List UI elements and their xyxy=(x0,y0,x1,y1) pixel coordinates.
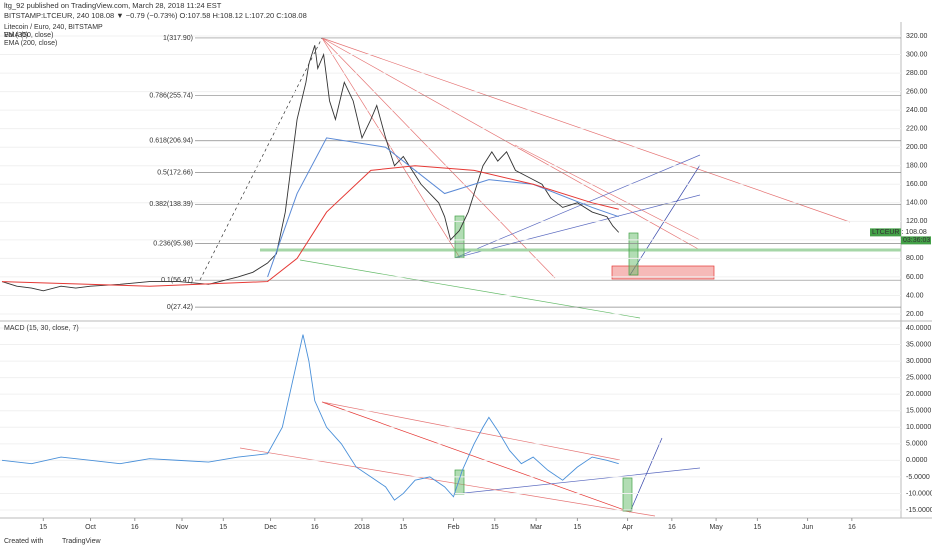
x-tick-label: May xyxy=(709,524,723,531)
y-tick-label: -15.0000 xyxy=(906,507,932,514)
x-tick-label: Dec xyxy=(264,524,277,531)
y-tick-label: 5.0000 xyxy=(906,441,928,448)
x-tick-label: 15 xyxy=(219,524,227,531)
y-tick-label: 0.0000 xyxy=(906,457,928,464)
x-tick-label: 16 xyxy=(131,524,139,531)
pane-title: MACD (15, 30, close, 7) xyxy=(4,325,79,332)
footer-brand[interactable]: TradingView xyxy=(62,538,101,545)
legend-entry: EMA (200, close) xyxy=(4,40,57,47)
x-tick-label: Jun xyxy=(802,524,813,531)
y-tick-label: 280.00 xyxy=(906,70,928,77)
y-tick-label: 10.0000 xyxy=(906,424,931,431)
fib-label: 0.5(172.66) xyxy=(157,169,193,176)
x-tick-label: 15 xyxy=(574,524,582,531)
fib-label: 0.1(56.47) xyxy=(161,277,193,284)
x-tick-label: Apr xyxy=(622,524,634,531)
y-tick-label: 240.00 xyxy=(906,107,928,114)
x-tick-label: 15 xyxy=(39,524,47,531)
x-tick-label: 2018 xyxy=(354,524,370,531)
fib-label: 0.382(138.39) xyxy=(149,201,193,208)
publisher: ltg_92 published on TradingView.com, Mar… xyxy=(4,1,222,10)
y-tick-label: 30.0000 xyxy=(906,358,931,365)
legend-entry: Vol (30) xyxy=(4,32,28,39)
price-tag xyxy=(870,228,901,237)
y-tick-label: 160.00 xyxy=(906,181,928,188)
x-tick-label: 15 xyxy=(754,524,762,531)
y-tick-label: 180.00 xyxy=(906,163,928,170)
timer: 03:36:03 xyxy=(903,237,930,244)
fib-label: 0(27.42) xyxy=(167,304,193,311)
y-tick-label: 40.00 xyxy=(906,292,924,299)
y-tick-label: 40.0000 xyxy=(906,325,931,332)
y-tick-label: 140.00 xyxy=(906,200,928,207)
y-tick-label: -5.0000 xyxy=(906,474,930,481)
x-tick-label: 16 xyxy=(311,524,319,531)
x-tick-label: 15 xyxy=(399,524,407,531)
y-tick-label: 35.0000 xyxy=(906,341,931,348)
fib-label: 1(317.90) xyxy=(163,35,193,42)
fib-label: 0.786(255.74) xyxy=(149,92,193,99)
timer-tag xyxy=(901,236,931,245)
y-tick-label: 25.0000 xyxy=(906,374,931,381)
x-tick-label: Nov xyxy=(176,524,189,531)
y-tick-label: 120.00 xyxy=(906,218,928,225)
x-tick-label: Mar xyxy=(530,524,543,531)
fib-label: 0.618(206.94) xyxy=(149,138,193,145)
y-tick-label: 80.00 xyxy=(906,255,924,262)
y-tick-label: 320.00 xyxy=(906,33,928,40)
x-tick-label: 16 xyxy=(668,524,676,531)
footer-created: Created with xyxy=(4,538,43,545)
series-line xyxy=(1,334,619,501)
y-tick-label: -10.0000 xyxy=(906,490,932,497)
y-tick-label: 300.00 xyxy=(906,51,928,58)
series-line xyxy=(1,165,619,287)
y-tick-label: 20.00 xyxy=(906,311,924,318)
y-tick-label: 60.00 xyxy=(906,274,924,281)
y-tick-label: 220.00 xyxy=(906,126,928,133)
y-tick-label: 20.0000 xyxy=(906,391,931,398)
x-tick-label: Oct xyxy=(85,524,96,531)
series-line xyxy=(1,45,620,292)
legend-entry: Litecoin / Euro, 240, BITSTAMP xyxy=(4,24,103,31)
fib-label: 0.236(95.98) xyxy=(153,240,193,247)
y-tick-label: 200.00 xyxy=(906,144,928,151)
y-tick-label: 260.00 xyxy=(906,88,928,95)
y-tick-label: 15.0000 xyxy=(906,408,931,415)
series-line xyxy=(267,137,619,278)
symbol-line: BITSTAMP:LTCEUR, 240 108.08 ▼ −0.79 (−0.… xyxy=(4,11,307,20)
legend-entry: EMA (50, close) xyxy=(4,32,53,39)
x-tick-label: 15 xyxy=(491,524,499,531)
x-tick-label: 16 xyxy=(848,524,856,531)
price-label: LTCEUR : 108.08 xyxy=(872,229,927,236)
x-tick-label: Feb xyxy=(447,524,459,531)
